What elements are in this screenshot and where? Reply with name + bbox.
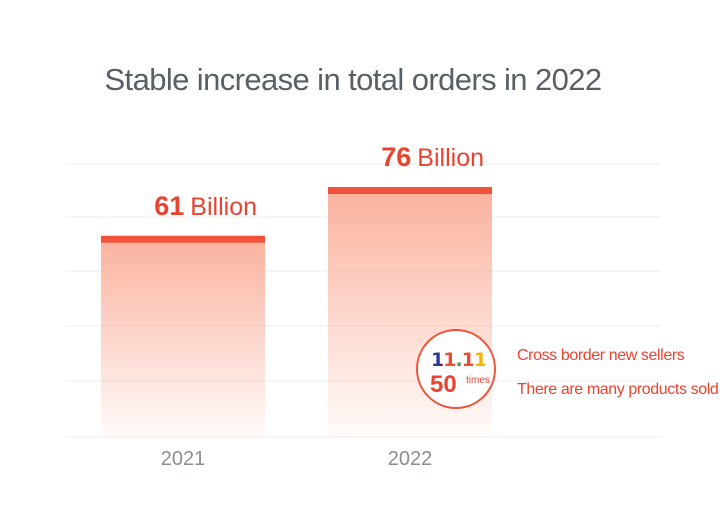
x-tick-label: 2021 <box>161 448 206 470</box>
bar-top-line <box>101 235 265 243</box>
double-eleven-logo: 11.11 <box>431 349 487 371</box>
times-unit: times <box>466 375 490 386</box>
x-axis-ticks: 2021 2022 <box>161 448 433 470</box>
note-new-sellers: Cross border new sellers <box>517 347 685 364</box>
data-label-number: 61 <box>154 191 184 221</box>
chart-title: Stable increase in total orders in 2022 <box>104 62 602 97</box>
data-label-number: 76 <box>381 142 411 172</box>
data-label-unit: Billion <box>190 193 257 221</box>
data-label: 61 Billion <box>154 191 257 221</box>
data-label: 76 Billion <box>381 142 484 172</box>
note-products-sold: There are many products sold <box>517 381 719 398</box>
bar-top-line <box>328 187 492 194</box>
data-label-unit: Billion <box>417 144 484 172</box>
x-tick-label: 2022 <box>388 448 433 470</box>
bar <box>101 238 265 437</box>
bars <box>101 187 492 437</box>
times-number: 50 <box>430 371 457 398</box>
promo-badge: 11.11 50 times <box>416 329 496 409</box>
